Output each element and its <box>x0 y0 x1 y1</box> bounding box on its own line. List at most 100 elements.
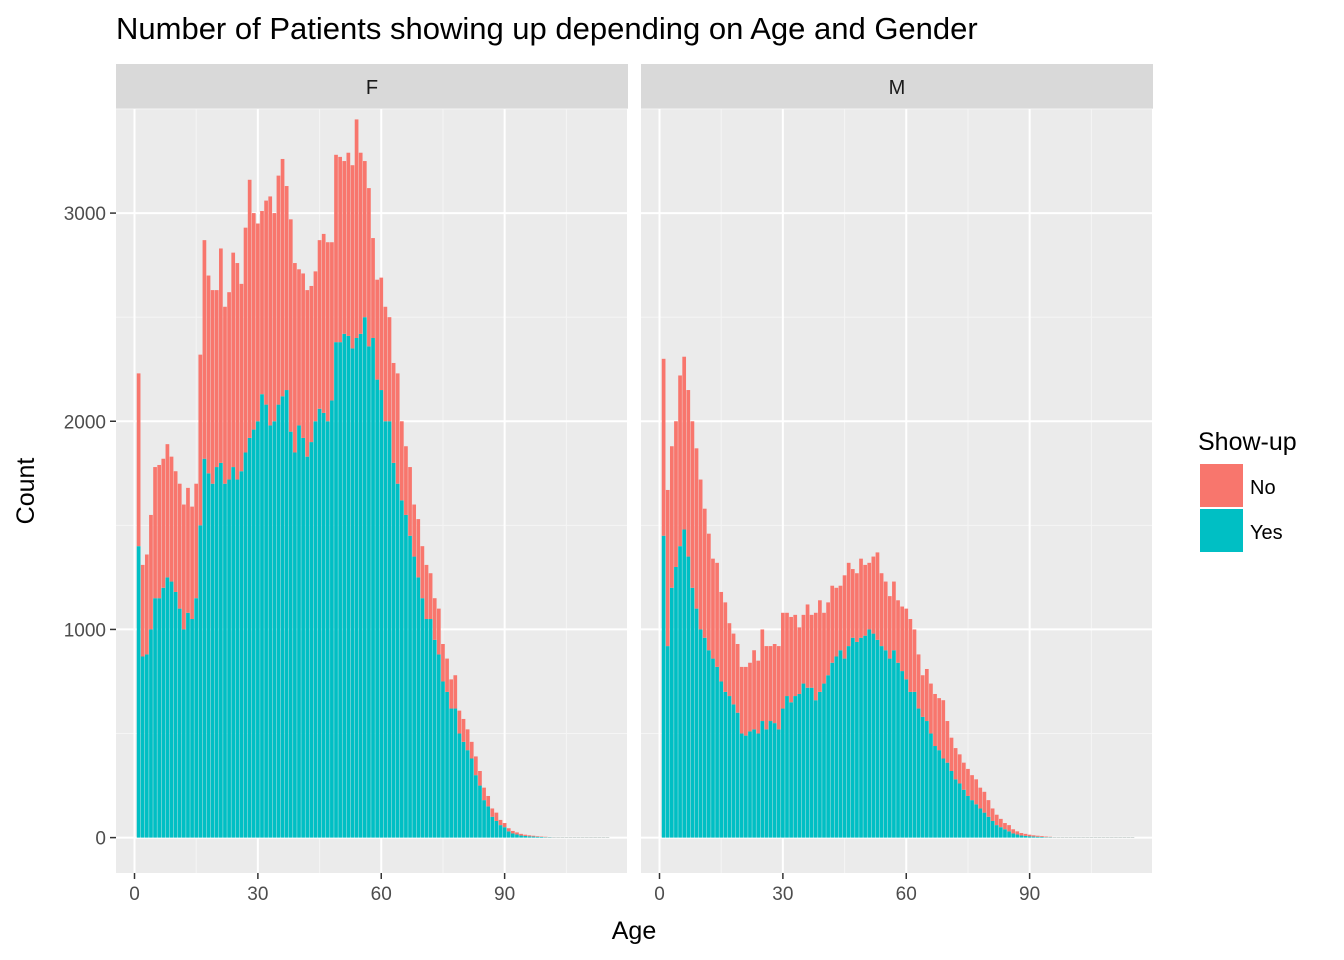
bar-no <box>789 616 793 703</box>
bar-no <box>371 238 375 338</box>
bar-yes <box>231 467 236 838</box>
bar-no <box>387 317 392 422</box>
bar-no <box>826 602 830 676</box>
bar-no <box>949 737 954 771</box>
bar-no <box>206 275 211 474</box>
bar-yes <box>982 812 987 838</box>
y-axis-title: Count <box>12 458 40 525</box>
bar-no <box>924 668 929 722</box>
bar-no <box>313 271 318 422</box>
bar-yes <box>760 721 765 838</box>
bar-no <box>239 283 244 472</box>
x-tick-label: 0 <box>129 884 140 905</box>
bar-yes <box>301 437 305 838</box>
bar-yes <box>247 437 252 838</box>
bar-yes <box>515 834 519 838</box>
bar-no <box>707 533 711 651</box>
bar-no <box>813 612 818 701</box>
bar-no <box>309 285 314 443</box>
bar-yes <box>399 500 404 838</box>
bar-yes <box>748 731 752 838</box>
bar-yes <box>194 598 199 838</box>
bar-no <box>998 818 1003 828</box>
bar-no <box>276 175 281 405</box>
bar-yes <box>974 804 979 838</box>
bar-yes <box>924 721 929 838</box>
bar-no <box>883 581 888 651</box>
bar-yes <box>519 835 523 838</box>
bar-no <box>904 608 909 680</box>
bar-yes <box>842 658 847 838</box>
bar-no <box>674 421 678 567</box>
bar-no <box>502 823 507 828</box>
bar-no <box>404 446 408 515</box>
bar-yes <box>892 650 896 838</box>
bar-yes <box>338 342 342 838</box>
bar-yes <box>961 789 966 838</box>
bar-no <box>506 828 511 832</box>
bar-yes <box>235 479 240 838</box>
bar-no <box>772 644 777 724</box>
bar-yes <box>511 833 515 838</box>
bar-no <box>453 675 458 709</box>
bar-no <box>325 242 330 422</box>
bar-no <box>887 596 892 659</box>
bar-yes <box>206 473 211 838</box>
bar-no <box>900 606 904 672</box>
bar-yes <box>957 783 962 838</box>
bar-yes <box>387 421 392 838</box>
bar-no <box>420 546 425 599</box>
bar-no <box>334 154 338 343</box>
bar-yes <box>453 708 458 838</box>
bar-no <box>752 650 756 730</box>
bar-no <box>982 791 987 813</box>
bar-no <box>912 629 917 692</box>
bar-yes <box>871 633 876 838</box>
bar-yes <box>334 342 338 838</box>
bar-yes <box>805 687 810 838</box>
bar-yes <box>251 429 256 838</box>
bar-no <box>1040 836 1044 837</box>
bar-yes <box>214 467 219 838</box>
bar-no <box>818 600 822 692</box>
bar-yes <box>153 598 157 838</box>
bar-no <box>436 608 441 655</box>
bar-yes <box>711 658 715 838</box>
bar-yes <box>793 696 798 838</box>
bar-yes <box>1031 836 1036 838</box>
bar-no <box>449 679 454 709</box>
bar-no <box>219 248 223 463</box>
bar-no <box>776 646 781 730</box>
bar-yes <box>391 462 396 838</box>
bar-yes <box>1003 829 1007 838</box>
bar-no <box>473 756 478 776</box>
bar-no <box>362 161 367 318</box>
bar-no <box>140 564 145 657</box>
bar-yes <box>416 577 421 838</box>
bar-yes <box>449 708 454 838</box>
bar-no <box>445 658 449 692</box>
bar-yes <box>482 800 486 838</box>
bar-no <box>511 830 515 834</box>
bar-no <box>272 213 277 422</box>
bar-no <box>391 362 396 463</box>
bar-yes <box>822 683 826 838</box>
x-tick-label: 90 <box>1019 884 1040 905</box>
bar-no <box>916 654 921 709</box>
bar-no <box>198 354 203 526</box>
bar-yes <box>457 733 462 838</box>
facet-panel-f: F 0 30 60 90 0 1000 2000 3000 <box>64 64 629 905</box>
facet-panel-m: M 0 30 60 90 <box>641 64 1154 905</box>
bar-yes <box>1011 833 1016 838</box>
bar-yes <box>883 650 888 838</box>
bar-yes <box>177 608 182 838</box>
bar-no <box>1015 831 1020 835</box>
bar-yes <box>1036 836 1040 838</box>
bar-no <box>243 227 248 453</box>
bar-no <box>338 156 342 343</box>
bar-no <box>523 834 528 836</box>
bar-no <box>801 614 806 684</box>
bar-no <box>974 779 979 805</box>
bar-no <box>715 562 719 667</box>
